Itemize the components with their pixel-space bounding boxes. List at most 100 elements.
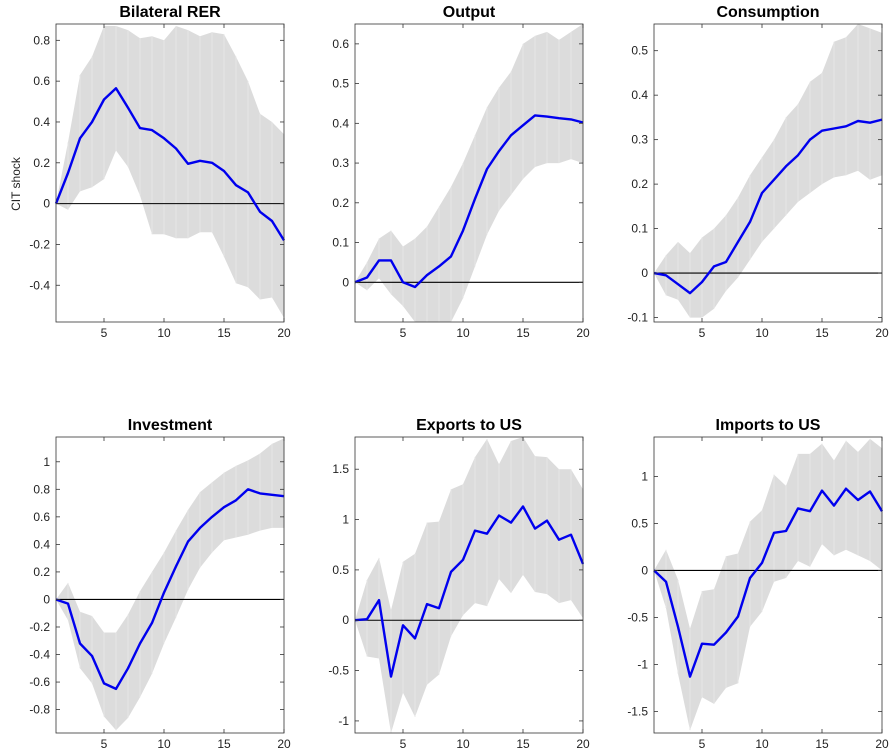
- ytick-label: 0: [342, 613, 349, 627]
- ytick-label: -0.5: [627, 610, 648, 624]
- ytick-label: -0.2: [29, 620, 50, 634]
- panel-title: Output: [443, 4, 496, 21]
- panel-title: Exports to US: [416, 417, 522, 434]
- axes-frame: [354, 23, 584, 323]
- ytick-label: 0: [43, 592, 50, 606]
- axes-frame: [653, 436, 883, 734]
- xtick-label: 20: [875, 737, 889, 751]
- ytick-label: 0.8: [33, 33, 50, 47]
- ytick-label: -0.8: [29, 703, 50, 717]
- ytick-label: 0.4: [33, 537, 50, 551]
- panel-title: Investment: [128, 417, 213, 434]
- xtick-label: 15: [217, 737, 231, 751]
- ytick-label: -0.5: [328, 664, 349, 678]
- ytick-label: 0.1: [332, 236, 349, 250]
- panel-2: 0 0.1 0.2 0.3 0.4 0.5 0.6 5 10 15 20 Output: [332, 4, 590, 340]
- ytick-label: -0.4: [29, 648, 50, 662]
- ytick-label: 0.4: [33, 115, 50, 129]
- ytick-label: 0: [641, 563, 648, 577]
- xtick-label: 5: [101, 326, 108, 340]
- axes-frame: [55, 23, 285, 323]
- ytick-label: 0.5: [631, 516, 648, 530]
- xtick-label: 5: [699, 737, 706, 751]
- ytick-label: 0.5: [332, 77, 349, 91]
- xtick-label: 15: [815, 737, 829, 751]
- xtick-label: 10: [157, 737, 171, 751]
- ytick-label: 0.6: [33, 510, 50, 524]
- ytick-label: 1: [641, 469, 648, 483]
- ytick-label: 0: [43, 197, 50, 211]
- confidence-band: [654, 438, 882, 731]
- panel-1: -0.4 -0.2 0 0.2 0.4 0.6 0.8 5 10 15 20 Bilateral RE…: [29, 4, 291, 340]
- xtick-label: 20: [576, 737, 590, 751]
- ytick-label: 0.3: [631, 133, 648, 147]
- impulse-response-line: [354, 114, 584, 289]
- ytick-label: 0.8: [33, 482, 50, 496]
- row-ylabel: CIT shock: [9, 156, 23, 211]
- xtick-label: 10: [456, 326, 470, 340]
- ytick-label: -1.5: [627, 704, 648, 718]
- ytick-label: 0.5: [332, 563, 349, 577]
- ytick-label: -0.6: [29, 675, 50, 689]
- impulse-response-line: [55, 488, 285, 691]
- xtick-label: 5: [400, 326, 407, 340]
- ytick-label: -1: [338, 714, 349, 728]
- panel-title: Bilateral RER: [119, 4, 221, 21]
- xtick-label: 10: [157, 326, 171, 340]
- panel-title: Imports to US: [716, 417, 821, 434]
- impulse-response-line: [54, 87, 286, 242]
- confidence-band: [355, 24, 583, 322]
- xtick-label: 20: [277, 326, 291, 340]
- ytick-label: 0.2: [33, 156, 50, 170]
- panel-4: -0.8-0.6-0.4-0.200.20.40.60.815 10 15 20Inv…: [29, 417, 291, 751]
- confidence-band: [56, 26, 284, 318]
- ytick-label: -1: [637, 657, 648, 671]
- ytick-label: 0: [342, 275, 349, 289]
- xtick-label: 10: [456, 737, 470, 751]
- impulse-response-line: [354, 505, 585, 678]
- axes-frame: [653, 23, 883, 323]
- xtick-label: 15: [815, 326, 829, 340]
- xtick-label: 5: [400, 737, 407, 751]
- panel-title: Consumption: [716, 4, 819, 21]
- ytick-label: 0.2: [33, 565, 50, 579]
- ytick-label: 0: [641, 266, 648, 280]
- axes-frame: [55, 436, 285, 734]
- ytick-label: 0.6: [33, 74, 50, 88]
- xtick-label: 15: [516, 737, 530, 751]
- impulse-response-line: [653, 487, 884, 678]
- xtick-label: 5: [699, 326, 706, 340]
- xtick-label: 20: [576, 326, 590, 340]
- ytick-label: -0.4: [29, 278, 50, 292]
- ytick-label: -0.2: [29, 237, 50, 251]
- ytick-label: 0.2: [631, 177, 648, 191]
- ytick-label: 0.1: [631, 222, 648, 236]
- ytick-label: 1: [43, 455, 50, 469]
- ytick-label: 0.6: [332, 37, 349, 51]
- xtick-label: 10: [755, 326, 769, 340]
- confidence-band: [56, 438, 284, 731]
- ytick-label: 0.4: [332, 116, 349, 130]
- impulse-response-line: [653, 118, 883, 295]
- ytick-label: 1: [342, 513, 349, 527]
- confidence-band: [654, 24, 882, 318]
- panel-3: -0.1 0 0.1 0.2 0.3 0.4 0.5 5 10 15 20 Consumption: [627, 4, 889, 340]
- panel-5: -1 -0.5 0 0.5 1 1.5 5 10 15 20 Exports to US: [328, 417, 590, 751]
- ytick-label: 0.4: [631, 88, 648, 102]
- xtick-label: 20: [277, 737, 291, 751]
- ytick-label: 1.5: [332, 462, 349, 476]
- axes-frame: [354, 436, 584, 734]
- ytick-label: 0.3: [332, 156, 349, 170]
- confidence-band: [355, 437, 583, 733]
- ytick-label: -0.1: [627, 311, 648, 325]
- xtick-label: 15: [217, 326, 231, 340]
- xtick-label: 15: [516, 326, 530, 340]
- ytick-label: 0.2: [332, 196, 349, 210]
- ytick-label: 0.5: [631, 44, 648, 58]
- xtick-label: 5: [101, 737, 108, 751]
- xtick-label: 20: [875, 326, 889, 340]
- xtick-label: 10: [755, 737, 769, 751]
